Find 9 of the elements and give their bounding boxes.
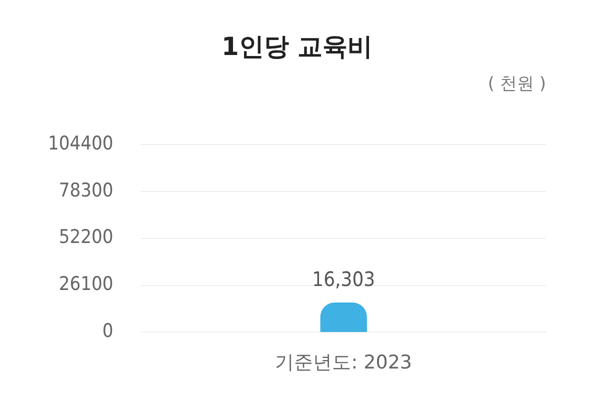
chart-title: 1인당 교육비 [220,31,374,63]
x-tick-label: 기준년도: 2023 [275,352,412,374]
y-tick-label: 26100 [58,273,114,296]
text: ( 천원 ) [488,73,546,95]
data-label: 16,303 [312,267,376,292]
y-tick-label: 78300 [58,179,114,202]
y-tick-label: 52200 [58,226,114,248]
y-tick-label: 0 [102,320,114,342]
y-tick-label: 104400 [48,132,114,154]
